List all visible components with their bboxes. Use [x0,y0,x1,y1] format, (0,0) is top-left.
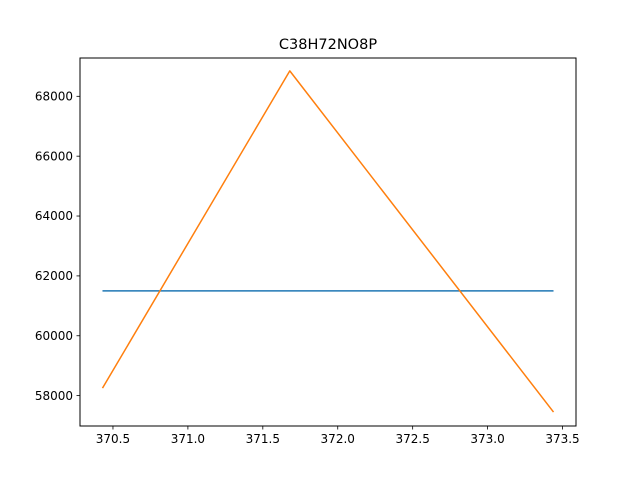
x-tick-label: 372.0 [321,432,355,446]
y-tick-label: 60000 [35,329,73,343]
y-axis: 58000 60000 62000 64000 66000 68000 [35,90,80,403]
x-tick-label: 370.5 [96,432,130,446]
x-tick-label: 371.0 [171,432,205,446]
y-tick-label: 66000 [35,149,73,163]
x-tick-label: 373.5 [545,432,579,446]
y-tick-label: 68000 [35,90,73,104]
x-tick-label: 372.5 [395,432,429,446]
x-tick-label: 371.5 [246,432,280,446]
y-tick-label: 58000 [35,389,73,403]
y-tick-label: 62000 [35,269,73,283]
series-layer [101,70,555,413]
x-tick-label: 373.0 [470,432,504,446]
chart-title: C38H72NO8P [279,37,377,53]
plot-frame [79,57,577,427]
series-line-2 [101,70,555,413]
y-tick-label: 64000 [35,209,73,223]
x-axis: 370.5 371.0 371.5 372.0 372.5 373.0 373.5 [96,426,580,446]
